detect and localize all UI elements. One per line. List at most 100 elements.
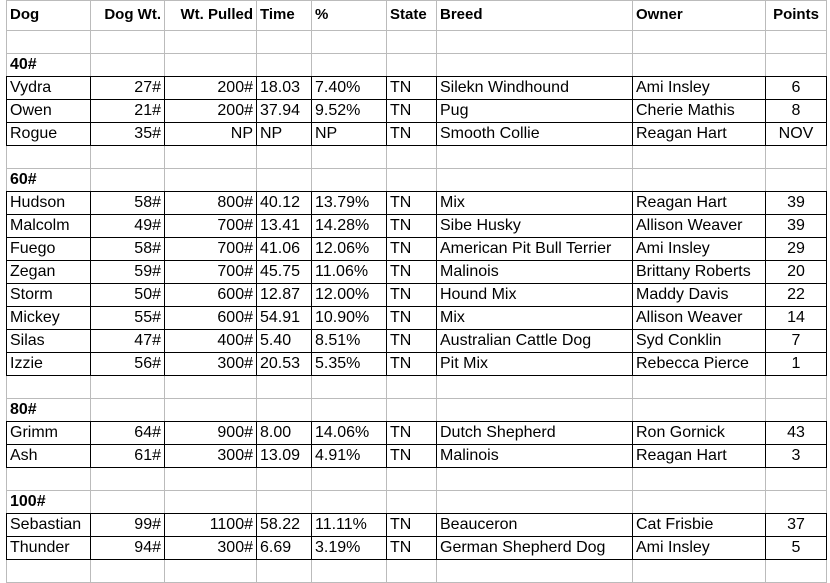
empty-cell xyxy=(90,398,165,422)
data-cell: 11.06% xyxy=(311,260,387,284)
header-row: Dog Dog Wt. Wt. Pulled Time% State Breed Owner… xyxy=(6,0,827,31)
header-cell: Breed xyxy=(436,0,633,31)
data-cell: Pit Mix xyxy=(436,352,633,376)
data-cell: Silekn Windhound xyxy=(436,76,633,100)
empty-cell xyxy=(386,375,437,399)
empty-cell xyxy=(164,559,257,583)
blank-row xyxy=(6,30,827,54)
data-cell: 5.35% xyxy=(311,352,387,376)
data-cell: 800# xyxy=(164,191,257,215)
data-row: Malcolm 49# 700# 13.41 14.28% TN Sibe Husky All… xyxy=(6,214,827,238)
empty-cell xyxy=(90,168,165,192)
empty-cell xyxy=(436,398,633,422)
data-cell: 12.00% xyxy=(311,283,387,307)
data-cell: Ron Gornick xyxy=(632,421,766,445)
section-label: 100# xyxy=(6,490,91,514)
data-cell: 59# xyxy=(90,260,165,284)
empty-cell xyxy=(765,467,827,491)
empty-cell xyxy=(632,490,766,514)
section-row: 40# xyxy=(6,53,827,77)
data-cell: 41.06 xyxy=(256,237,312,261)
empty-cell xyxy=(632,53,766,77)
data-cell: 1 xyxy=(765,352,827,376)
section-label: 40# xyxy=(6,53,91,77)
empty-cell xyxy=(386,168,437,192)
data-cell: Malcolm xyxy=(6,214,91,238)
data-cell: 37 xyxy=(765,513,827,537)
empty-cell xyxy=(311,168,387,192)
header-cell: Points xyxy=(765,0,827,31)
data-row: Silas 47# 400# 5.40 8.51% TN Australian Cattle… xyxy=(6,329,827,353)
empty-cell xyxy=(311,559,387,583)
empty-cell xyxy=(436,53,633,77)
data-row: Sebastian 99# 1100# 58.22 11.11% TN Beauceron C… xyxy=(6,513,827,537)
header-cell: State xyxy=(386,0,437,31)
data-cell: Mix xyxy=(436,306,633,330)
empty-cell xyxy=(632,375,766,399)
header-cell: Owner xyxy=(632,0,766,31)
data-cell: 27# xyxy=(90,76,165,100)
empty-cell xyxy=(256,145,312,169)
data-cell: 18.03 xyxy=(256,76,312,100)
data-cell: Allison Weaver xyxy=(632,214,766,238)
data-cell: NOV xyxy=(765,122,827,146)
page: {"table": { "header": ["Dog", "Dog Wt.",… xyxy=(6,0,827,583)
empty-cell xyxy=(164,30,257,54)
data-cell: 13.41 xyxy=(256,214,312,238)
data-cell: Storm xyxy=(6,283,91,307)
empty-cell xyxy=(6,467,91,491)
data-cell: TN xyxy=(386,191,437,215)
empty-cell xyxy=(311,53,387,77)
empty-cell xyxy=(386,145,437,169)
section-row: 80# xyxy=(6,398,827,422)
data-cell: Thunder xyxy=(6,536,91,560)
data-cell: 58.22 xyxy=(256,513,312,537)
table-body: Dog Dog Wt. Wt. Pulled Time% State Breed Owner… xyxy=(6,0,827,583)
data-cell: 55# xyxy=(90,306,165,330)
empty-cell xyxy=(632,145,766,169)
data-row: Grimm 64# 900# 8.00 14.06% TN Dutch Shepherd Ro… xyxy=(6,421,827,445)
empty-cell xyxy=(256,53,312,77)
data-cell: TN xyxy=(386,421,437,445)
data-cell: 10.90% xyxy=(311,306,387,330)
empty-cell xyxy=(256,375,312,399)
data-cell: TN xyxy=(386,237,437,261)
header-cell: Wt. Pulled xyxy=(164,0,257,31)
data-cell: 37.94 xyxy=(256,99,312,123)
data-cell: TN xyxy=(386,260,437,284)
data-cell: Brittany Roberts xyxy=(632,260,766,284)
empty-cell xyxy=(164,375,257,399)
data-cell: 6.69 xyxy=(256,536,312,560)
data-cell: TN xyxy=(386,306,437,330)
blank-row xyxy=(6,375,827,399)
data-cell: Sebastian xyxy=(6,513,91,537)
empty-cell xyxy=(386,30,437,54)
empty-cell xyxy=(90,30,165,54)
data-cell: 5 xyxy=(765,536,827,560)
data-row: Ash 61# 300# 13.09 4.91% TN Malinois Reagan Har… xyxy=(6,444,827,468)
empty-cell xyxy=(436,30,633,54)
data-cell: 700# xyxy=(164,214,257,238)
data-cell: 14.06% xyxy=(311,421,387,445)
data-cell: Ami Insley xyxy=(632,536,766,560)
data-cell: 64# xyxy=(90,421,165,445)
data-cell: 8.51% xyxy=(311,329,387,353)
empty-cell xyxy=(6,30,91,54)
empty-cell xyxy=(765,398,827,422)
data-cell: 9.52% xyxy=(311,99,387,123)
data-cell: TN xyxy=(386,513,437,537)
data-cell: 5.40 xyxy=(256,329,312,353)
data-cell: 99# xyxy=(90,513,165,537)
data-row: Mickey 55# 600# 54.91 10.90% TN Mix Allison Wea… xyxy=(6,306,827,330)
data-cell: 600# xyxy=(164,306,257,330)
data-cell: 11.11% xyxy=(311,513,387,537)
empty-cell xyxy=(765,375,827,399)
empty-cell xyxy=(632,467,766,491)
data-cell: 300# xyxy=(164,536,257,560)
data-cell: 600# xyxy=(164,283,257,307)
data-cell: Mickey xyxy=(6,306,91,330)
data-cell: 400# xyxy=(164,329,257,353)
empty-cell xyxy=(90,145,165,169)
data-cell: 13.09 xyxy=(256,444,312,468)
empty-cell xyxy=(386,467,437,491)
